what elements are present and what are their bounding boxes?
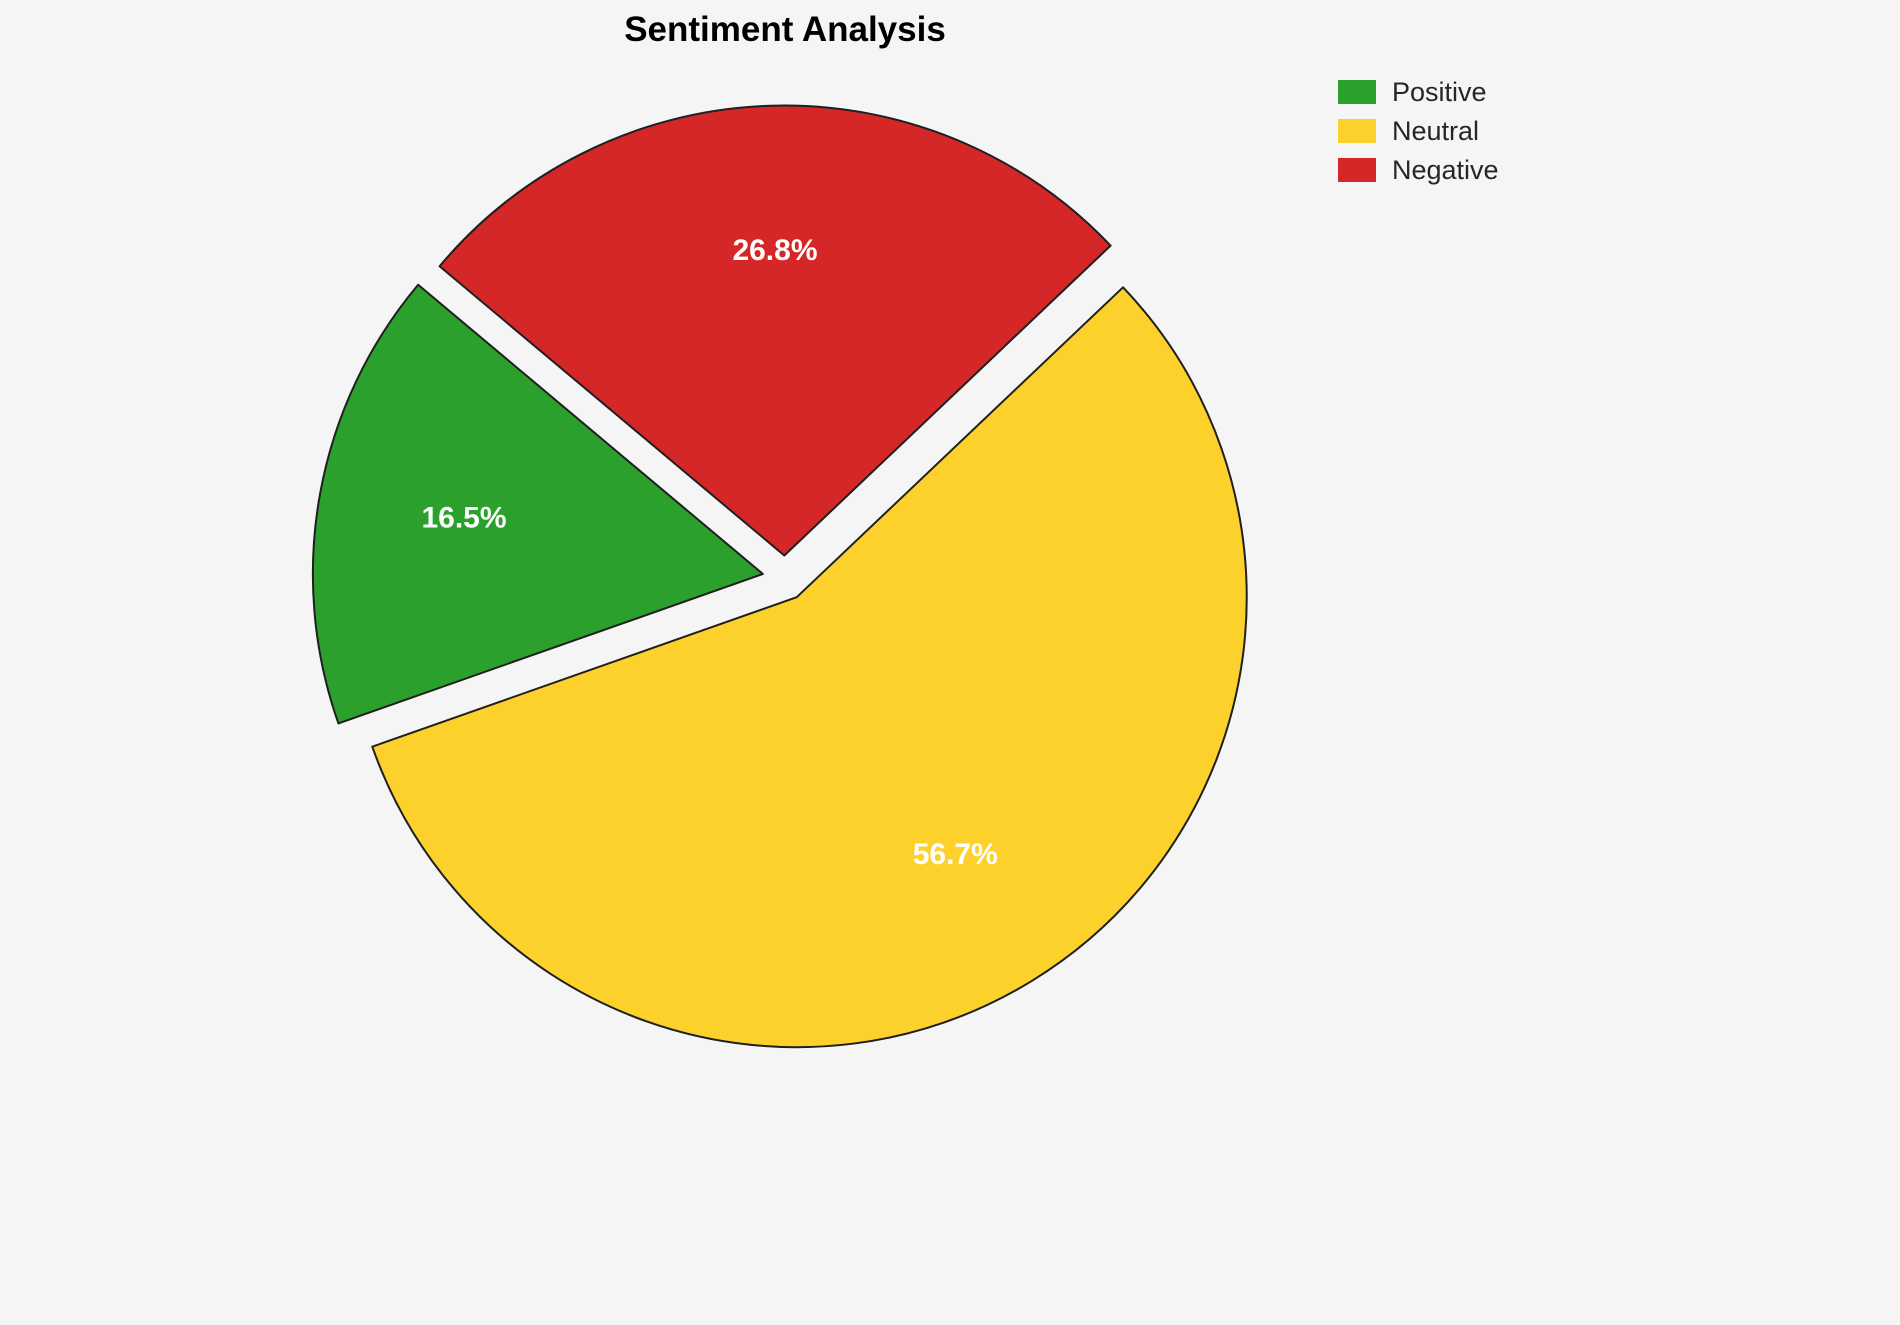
- legend-item-neutral: Neutral: [1338, 116, 1499, 146]
- legend-label-neutral: Neutral: [1392, 116, 1480, 146]
- legend-item-positive: Positive: [1338, 77, 1499, 107]
- pie-slice-neutral: [371, 286, 1248, 1049]
- pie-slice-label-negative: 26.8%: [732, 234, 817, 267]
- pie-slice-negative: [438, 104, 1112, 557]
- pie-slice-label-neutral: 56.7%: [913, 838, 998, 871]
- legend-swatch-negative: [1338, 158, 1376, 182]
- pie-slice-label-positive: 16.5%: [421, 502, 506, 535]
- legend-label-positive: Positive: [1392, 77, 1487, 107]
- pie-slice-positive: [311, 283, 764, 725]
- chart-legend: Positive Neutral Negative: [1338, 77, 1499, 197]
- chart-title: Sentiment Analysis: [624, 10, 946, 49]
- legend-swatch-neutral: [1338, 119, 1376, 143]
- legend-label-negative: Negative: [1392, 155, 1499, 185]
- legend-item-negative: Negative: [1338, 155, 1499, 185]
- legend-swatch-positive: [1338, 80, 1376, 104]
